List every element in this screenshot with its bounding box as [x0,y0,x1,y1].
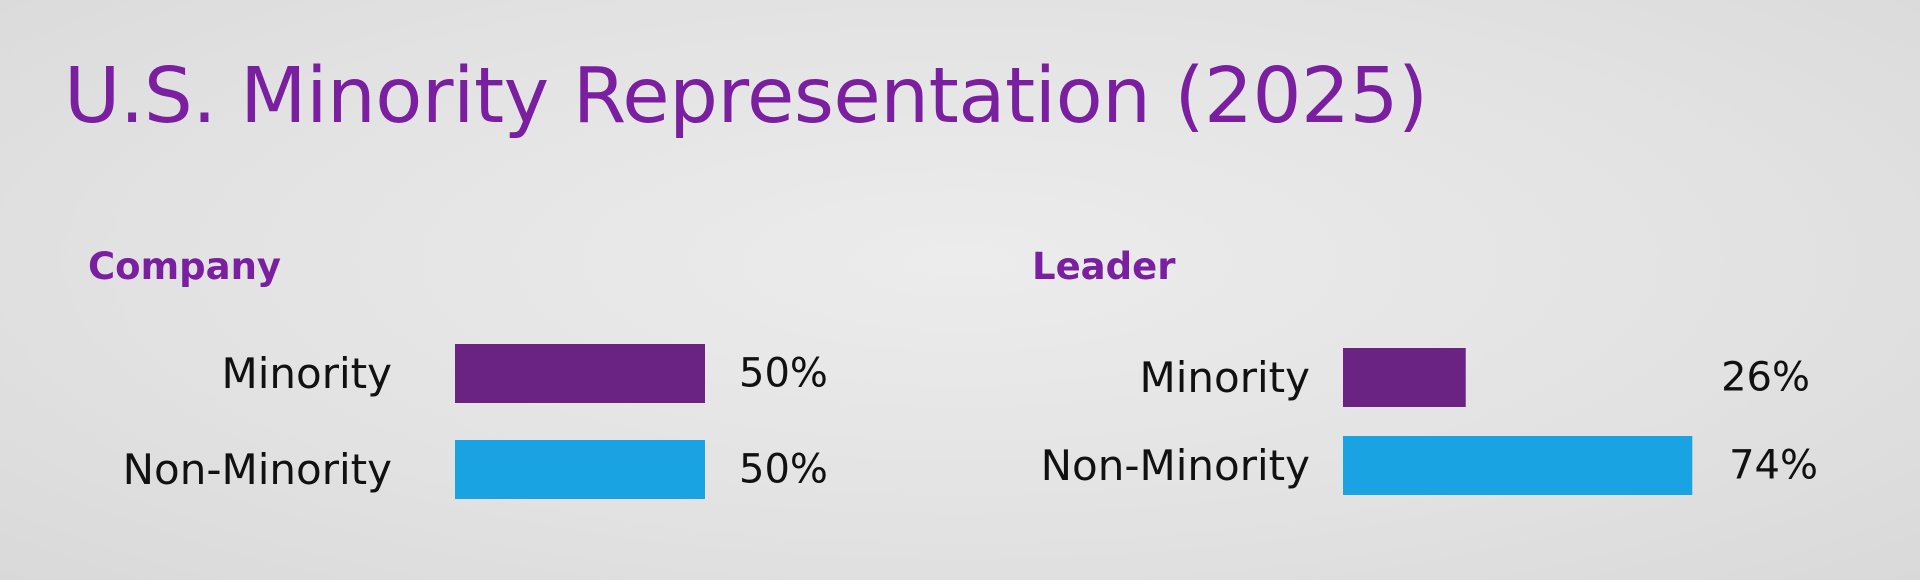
company-minority-value-label: 50% [739,351,828,397]
page-title: U.S. Minority Representation (2025) [64,52,1428,141]
company-minority-label: Minority [222,349,392,398]
leader-bar-chart: Minority 26% Non-Minority 74% [1041,348,1818,495]
company-bar-chart: Minority 50% Non-Minority 50% [123,344,828,499]
leader-chart: Leader Minority 26% Non-Minority 74% [940,248,1900,528]
leader-non-minority-label: Non-Minority [1041,441,1310,490]
company-chart-title: Company [88,245,282,288]
leader-chart-title: Leader [1032,245,1176,288]
company-non-minority-label: Non-Minority [123,445,392,494]
leader-minority-bar [1343,348,1466,407]
company-non-minority-value-label: 50% [739,447,828,493]
leader-minority-label: Minority [1140,353,1310,402]
company-non-minority-bar [455,440,705,499]
company-chart: Company Minority 50% Non-Minority 50% [0,248,900,528]
leader-minority-value-label: 26% [1721,355,1810,401]
leader-non-minority-value-label: 74% [1729,443,1818,489]
leader-non-minority-bar [1343,436,1693,495]
company-minority-bar [455,344,705,403]
